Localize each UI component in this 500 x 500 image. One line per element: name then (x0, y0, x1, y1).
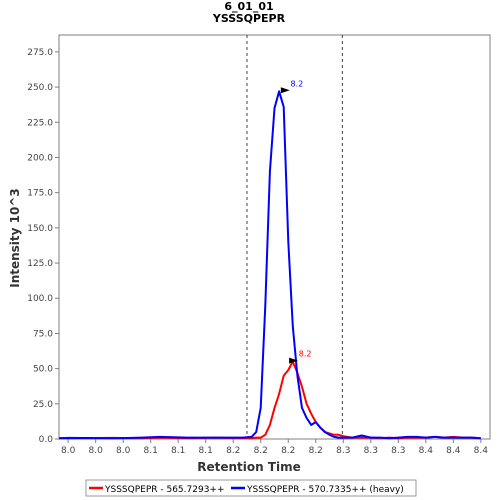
x-axis-label: Retention Time (197, 460, 301, 474)
x-tick-label: 8.0 (89, 446, 104, 456)
y-tick-label: 225.0 (27, 118, 53, 128)
y-axis-label: Intensity 10^3 (8, 188, 22, 288)
x-tick-label: 8.0 (116, 446, 131, 456)
y-tick-label: 275.0 (27, 48, 53, 58)
x-tick-label: 8.0 (61, 446, 76, 456)
legend-box (85, 479, 417, 497)
plot-area (58, 34, 491, 440)
legend-label-heavy: YSSSQPEPR - 570.7335++ (heavy) (246, 485, 404, 495)
y-tick-label: 100.0 (27, 294, 53, 304)
series-lines (58, 90, 481, 440)
y-tick-label: 250.0 (27, 83, 53, 93)
x-tick-label: 8.1 (171, 446, 185, 456)
y-axis: 0.0 25.0 50.0 75.0 100.0 125.0 150.0 175.0 200.0… (27, 48, 59, 445)
x-tick-label: 8.2 (281, 446, 295, 456)
legend-label-light: YSSSQPEPR - 565.7293++ (104, 485, 225, 495)
x-tick-label: 8.3 (391, 446, 405, 456)
peak-marker (280, 87, 290, 94)
x-tick-label: 8.3 (336, 446, 350, 456)
x-tick-label: 8.4 (474, 446, 489, 456)
y-tick-label: 200.0 (27, 153, 53, 163)
peak-labels: 8.2 8.2 (280, 79, 312, 364)
y-tick-label: 175.0 (27, 189, 53, 199)
y-tick-label: 75.0 (33, 329, 53, 339)
series-line-heavy (58, 90, 481, 440)
x-tick-label: 8.4 (446, 446, 461, 456)
y-tick-label: 125.0 (27, 259, 53, 269)
x-tick-label: 8.4 (419, 446, 434, 456)
y-tick-label: 25.0 (33, 400, 53, 410)
y-tick-label: 150.0 (27, 224, 53, 234)
peak-marker (289, 357, 299, 364)
x-tick-label: 8.1 (144, 446, 158, 456)
x-tick-label: 8.2 (309, 446, 323, 456)
y-tick-label: 0.0 (39, 435, 54, 445)
x-axis: 8.0 8.0 8.0 8.1 8.1 8.1 8.2 8.2 8.2 8.2 8.3 8.3 8.3 8… (61, 439, 488, 456)
chart-title: 6_01_01 (224, 0, 273, 13)
peak-label: 8.2 (299, 350, 312, 359)
chart-subtitle: YSSSQPEPR (212, 12, 286, 25)
legend: YSSSQPEPR - 565.7293++ YSSSQPEPR - 570.7… (85, 479, 417, 497)
peak-boundaries (246, 35, 343, 439)
x-tick-label: 8.2 (226, 446, 240, 456)
y-tick-label: 50.0 (33, 365, 53, 375)
x-tick-label: 8.1 (199, 446, 213, 456)
x-tick-label: 8.2 (254, 446, 268, 456)
x-tick-label: 8.3 (364, 446, 378, 456)
peak-label: 8.2 (290, 79, 303, 88)
